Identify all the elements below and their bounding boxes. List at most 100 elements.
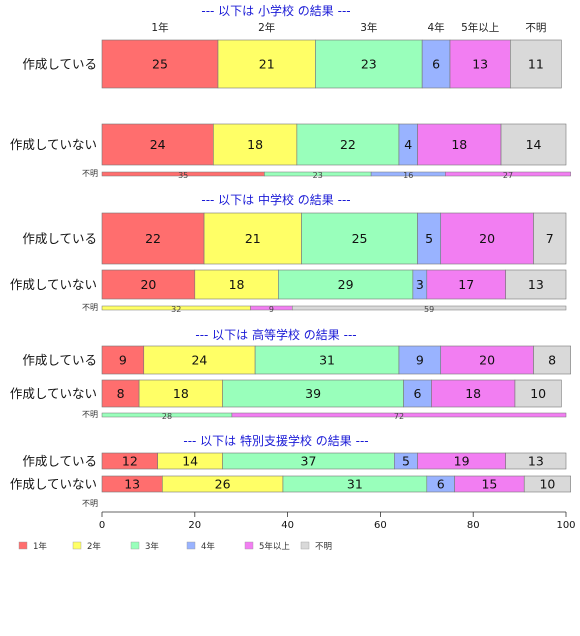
bar-segment xyxy=(291,305,567,311)
data-label: 31 xyxy=(347,477,363,492)
data-label: 7 xyxy=(546,231,554,246)
bar-segment xyxy=(449,39,511,89)
bar-segment xyxy=(505,452,567,470)
legend-label: 4年 xyxy=(201,541,215,552)
data-label: 18 xyxy=(247,137,263,152)
data-label: 20 xyxy=(479,353,495,368)
category-header: 2年 xyxy=(258,21,275,34)
bar-segment xyxy=(101,379,140,408)
data-label: 20 xyxy=(479,231,495,246)
bar-segment xyxy=(101,39,219,89)
row-label: 作成している xyxy=(22,353,97,368)
row-label: 作成していない xyxy=(10,477,97,492)
bar-segment xyxy=(254,345,400,375)
category-header: 3年 xyxy=(360,21,377,34)
data-label: 21 xyxy=(245,231,261,246)
data-label: 37 xyxy=(301,454,317,469)
bar-segment xyxy=(101,345,145,375)
data-label: 31 xyxy=(319,353,335,368)
data-label: 10 xyxy=(530,386,546,401)
data-label: 23 xyxy=(313,171,323,180)
legend-swatch xyxy=(72,541,82,550)
legend-label: 不明 xyxy=(315,542,332,552)
data-label: 9 xyxy=(269,305,274,314)
row-label: 作成していない xyxy=(10,137,97,152)
row-label: 不明 xyxy=(82,410,98,419)
data-label: 13 xyxy=(124,477,140,492)
data-label: 59 xyxy=(424,305,434,314)
row-label: 作成していない xyxy=(10,277,97,292)
data-label: 12 xyxy=(122,454,138,469)
data-label: 23 xyxy=(361,57,377,72)
row-label: 不明 xyxy=(82,499,98,508)
legend-swatch xyxy=(130,541,140,550)
group-title: --- 以下は 中学校 の結果 --- xyxy=(201,192,350,207)
data-label: 21 xyxy=(259,57,275,72)
x-tick-label: 40 xyxy=(281,520,294,531)
row-label: 作成している xyxy=(22,231,97,246)
legend-label: 5年以上 xyxy=(259,541,290,552)
data-label: 9 xyxy=(119,353,127,368)
data-label: 72 xyxy=(394,412,404,421)
row-label: 作成していない xyxy=(10,386,97,401)
data-label: 6 xyxy=(437,477,445,492)
bar-segment xyxy=(533,212,567,265)
data-label: 5 xyxy=(425,231,433,246)
bar-segment xyxy=(505,269,567,300)
data-label: 8 xyxy=(548,353,556,368)
data-label: 9 xyxy=(416,353,424,368)
data-label: 18 xyxy=(173,386,189,401)
row-label: 不明 xyxy=(82,169,98,178)
bar-segment xyxy=(101,269,196,300)
row-label: 作成している xyxy=(22,57,97,72)
data-label: 22 xyxy=(145,231,161,246)
bar-segment xyxy=(514,379,562,408)
data-label: 8 xyxy=(117,386,125,401)
category-header: 1年 xyxy=(151,21,168,34)
category-header: 5年以上 xyxy=(461,21,499,34)
bar-segment xyxy=(203,212,302,265)
bar-segment xyxy=(533,345,571,375)
data-label: 17 xyxy=(458,277,474,292)
data-label: 13 xyxy=(528,277,544,292)
bar-segment xyxy=(523,475,571,493)
bar-segment xyxy=(398,345,442,375)
data-label: 14 xyxy=(182,454,198,469)
data-label: 4 xyxy=(404,137,412,152)
bar-segment xyxy=(217,39,316,89)
legend-label: 2年 xyxy=(87,541,101,552)
data-label: 20 xyxy=(140,277,156,292)
data-label: 19 xyxy=(454,454,470,469)
data-label: 18 xyxy=(465,386,481,401)
x-tick-label: 80 xyxy=(467,520,480,531)
data-label: 14 xyxy=(526,137,542,152)
legend-swatch xyxy=(186,541,196,550)
bar-segment xyxy=(417,123,502,166)
data-label: 6 xyxy=(414,386,422,401)
group-title: --- 以下は 小学校 の結果 --- xyxy=(201,3,350,18)
legend-swatch xyxy=(300,541,310,550)
legend-swatch xyxy=(18,541,28,550)
row-label: 不明 xyxy=(82,303,98,312)
data-label: 16 xyxy=(403,171,413,180)
x-tick-label: 0 xyxy=(99,520,105,531)
legend-label: 3年 xyxy=(145,541,159,552)
data-label: 15 xyxy=(481,477,497,492)
x-tick-label: 60 xyxy=(374,520,387,531)
data-label: 18 xyxy=(451,137,467,152)
data-label: 27 xyxy=(503,171,513,180)
data-label: 25 xyxy=(352,231,368,246)
group-title: --- 以下は 高等学校 の結果 --- xyxy=(195,327,356,342)
bar-segment xyxy=(101,212,205,265)
bar-segment xyxy=(213,123,298,166)
bar-segment xyxy=(510,39,562,89)
bar-segment xyxy=(194,269,279,300)
data-label: 29 xyxy=(338,277,354,292)
data-label: 22 xyxy=(340,137,356,152)
bar-segment xyxy=(101,123,214,166)
x-tick-label: 20 xyxy=(188,520,201,531)
data-label: 11 xyxy=(528,57,544,72)
category-header: 4年 xyxy=(427,21,444,34)
bar-segment xyxy=(138,379,223,408)
